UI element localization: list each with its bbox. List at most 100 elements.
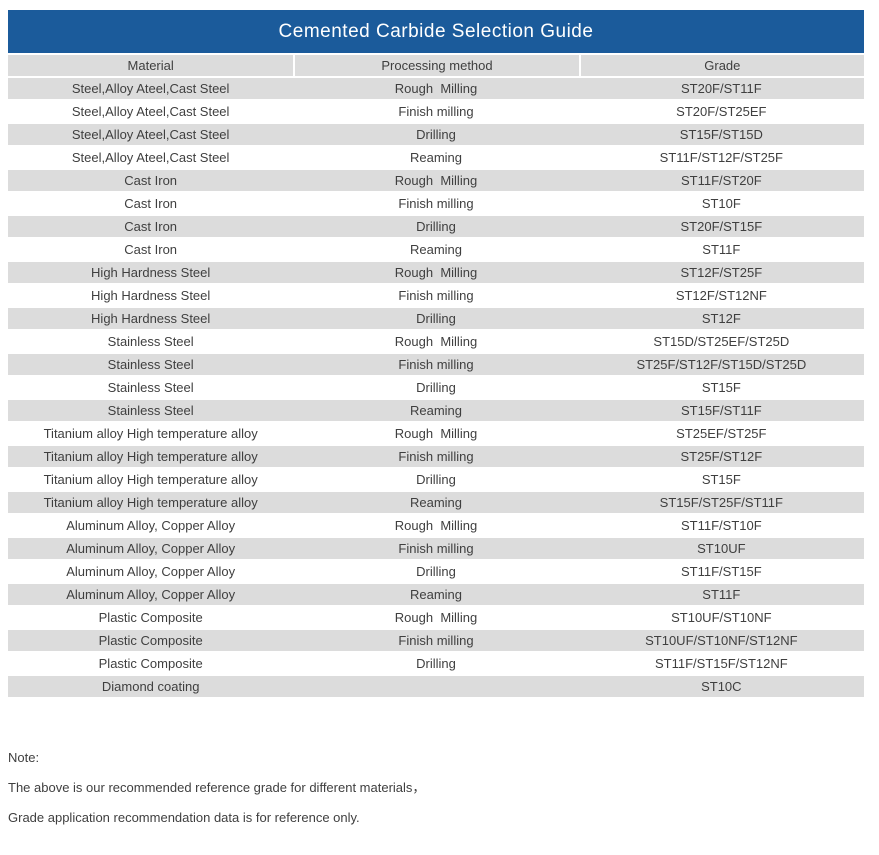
processing-method-cell: Finish milling <box>293 538 579 559</box>
material-cell: Stainless Steel <box>8 331 294 352</box>
grade-cell: ST25F/ST12F <box>578 446 864 467</box>
processing-method-cell: Drilling <box>293 653 579 674</box>
processing-method-cell: Reaming <box>293 584 579 605</box>
material-cell: High Hardness Steel <box>8 285 294 306</box>
processing-method-cell: Drilling <box>293 561 579 582</box>
grade-cell: ST11F/ST20F <box>578 170 864 191</box>
table-row: Stainless Steel Reaming ST15F/ST11F <box>8 400 864 421</box>
table-row: Plastic Composite Drilling ST11F/ST15F/ST1… <box>8 653 864 674</box>
column-header-grade: Grade <box>578 55 864 76</box>
processing-method-cell: Rough Milling <box>293 423 579 444</box>
material-cell: Titanium alloy High temperature alloy <box>8 446 294 467</box>
table-row: Titanium alloy High temperature alloy Dri… <box>8 469 864 490</box>
processing-method-cell: Drilling <box>293 377 579 398</box>
processing-method-cell: Rough Milling <box>293 331 579 352</box>
processing-method-cell: Finish milling <box>293 446 579 467</box>
material-cell: Steel,Alloy Ateel,Cast Steel <box>8 124 294 145</box>
material-cell: Stainless Steel <box>8 377 294 398</box>
processing-method-cell: Rough Milling <box>293 170 579 191</box>
table-body: Steel,Alloy Ateel,Cast Steel Rough Millin… <box>8 78 864 697</box>
grade-cell: ST10F <box>578 193 864 214</box>
material-cell: Titanium alloy High temperature alloy <box>8 492 294 513</box>
grade-cell: ST15F/ST25F/ST11F <box>578 492 864 513</box>
processing-method-cell: Reaming <box>293 239 579 260</box>
table-row: Steel,Alloy Ateel,Cast Steel Reaming ST11F… <box>8 147 864 168</box>
table-row: Aluminum Alloy, Copper Alloy Reaming ST11F <box>8 584 864 605</box>
grade-cell: ST25EF/ST25F <box>578 423 864 444</box>
processing-method-cell: Reaming <box>293 400 579 421</box>
table-row: Stainless Steel Finish milling ST25F/ST12F… <box>8 354 864 375</box>
grade-cell: ST20F/ST25EF <box>578 101 864 122</box>
processing-method-cell: Reaming <box>293 492 579 513</box>
grade-cell: ST20F/ST15F <box>578 216 864 237</box>
material-cell: High Hardness Steel <box>8 308 294 329</box>
processing-method-cell: Rough Milling <box>293 607 579 628</box>
processing-method-cell: Rough Milling <box>293 78 579 99</box>
grade-cell: ST25F/ST12F/ST15D/ST25D <box>578 354 864 375</box>
processing-method-cell: Rough Milling <box>293 262 579 283</box>
table-row: Plastic Composite Finish milling ST10UF/ST… <box>8 630 864 651</box>
grade-cell: ST15D/ST25EF/ST25D <box>578 331 864 352</box>
processing-method-cell: Finish milling <box>293 193 579 214</box>
table-row: Steel,Alloy Ateel,Cast Steel Finish milli… <box>8 101 864 122</box>
processing-method-cell: Drilling <box>293 124 579 145</box>
material-cell: Aluminum Alloy, Copper Alloy <box>8 584 294 605</box>
grade-cell: ST11F/ST15F <box>578 561 864 582</box>
material-cell: Aluminum Alloy, Copper Alloy <box>8 515 294 536</box>
column-header-processing-method: Processing method <box>293 55 579 76</box>
table-row: High Hardness Steel Finish milling ST12F/S… <box>8 285 864 306</box>
table-header: Material Processing method Grade <box>8 55 864 76</box>
table-row: Aluminum Alloy, Copper Alloy Drilling ST11… <box>8 561 864 582</box>
table-row: Plastic Composite Rough Milling ST10UF/ST1… <box>8 607 864 628</box>
processing-method-cell: Finish milling <box>293 354 579 375</box>
grade-cell: ST10C <box>578 676 864 697</box>
table-row: Steel,Alloy Ateel,Cast Steel Rough Millin… <box>8 78 864 99</box>
grade-cell: ST11F <box>578 239 864 260</box>
processing-method-cell: Rough Milling <box>293 515 579 536</box>
table-row: Diamond coating ST10C <box>8 676 864 697</box>
material-cell: Steel,Alloy Ateel,Cast Steel <box>8 147 294 168</box>
grade-cell: ST12F <box>578 308 864 329</box>
selection-guide-table: Material Processing method Grade Steel,A… <box>8 53 864 699</box>
table-row: Titanium alloy High temperature alloy Fin… <box>8 446 864 467</box>
grade-cell: ST15F <box>578 377 864 398</box>
processing-method-cell: Drilling <box>293 469 579 490</box>
material-cell: Plastic Composite <box>8 630 294 651</box>
processing-method-cell: Finish milling <box>293 101 579 122</box>
grade-cell: ST15F/ST11F <box>578 400 864 421</box>
table-row: Cast Iron Finish milling ST10F <box>8 193 864 214</box>
table-row: Aluminum Alloy, Copper Alloy Rough Millin… <box>8 515 864 536</box>
grade-cell: ST10UF/ST10NF/ST12NF <box>578 630 864 651</box>
material-cell: Diamond coating <box>8 676 294 697</box>
table-row: Stainless Steel Rough Milling ST15D/ST25EF… <box>8 331 864 352</box>
processing-method-cell: Finish milling <box>293 630 579 651</box>
processing-method-cell: Finish milling <box>293 285 579 306</box>
column-header-material: Material <box>8 55 294 76</box>
material-cell: Cast Iron <box>8 216 294 237</box>
processing-method-cell <box>293 676 579 697</box>
grade-cell: ST15F/ST15D <box>578 124 864 145</box>
material-cell: High Hardness Steel <box>8 262 294 283</box>
grade-cell: ST20F/ST11F <box>578 78 864 99</box>
grade-cell: ST11F/ST15F/ST12NF <box>578 653 864 674</box>
table-row: Stainless Steel Drilling ST15F <box>8 377 864 398</box>
grade-cell: ST11F/ST10F <box>578 515 864 536</box>
material-cell: Cast Iron <box>8 193 294 214</box>
grade-cell: ST11F <box>578 584 864 605</box>
material-cell: Titanium alloy High temperature alloy <box>8 469 294 490</box>
table-row: Steel,Alloy Ateel,Cast Steel Drilling ST15… <box>8 124 864 145</box>
material-cell: Plastic Composite <box>8 607 294 628</box>
page-title: Cemented Carbide Selection Guide <box>278 20 594 42</box>
table-row: High Hardness Steel Drilling ST12F <box>8 308 864 329</box>
material-cell: Stainless Steel <box>8 400 294 421</box>
table-row: Aluminum Alloy, Copper Alloy Finish milli… <box>8 538 864 559</box>
grade-cell: ST10UF <box>578 538 864 559</box>
material-cell: Steel,Alloy Ateel,Cast Steel <box>8 78 294 99</box>
material-cell: Aluminum Alloy, Copper Alloy <box>8 538 294 559</box>
title-bar: Cemented Carbide Selection Guide <box>8 10 864 53</box>
grade-cell: ST15F <box>578 469 864 490</box>
table-row: Cast Iron Reaming ST11F <box>8 239 864 260</box>
material-cell: Stainless Steel <box>8 354 294 375</box>
table-row: High Hardness Steel Rough Milling ST12F/ST… <box>8 262 864 283</box>
material-cell: Cast Iron <box>8 170 294 191</box>
